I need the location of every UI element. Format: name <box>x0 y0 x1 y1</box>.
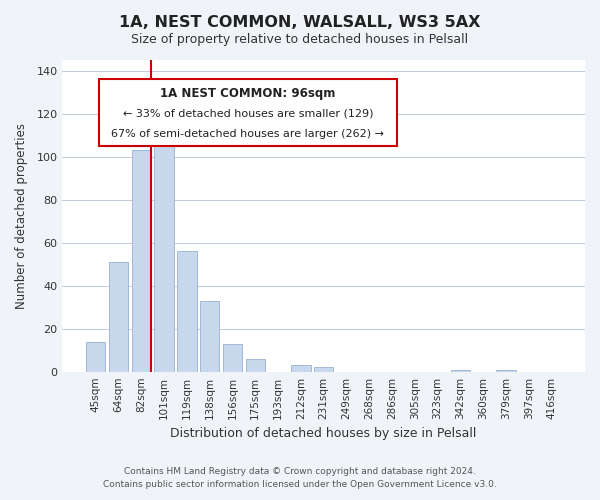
Bar <box>496 370 515 372</box>
Text: ← 33% of detached houses are smaller (129): ← 33% of detached houses are smaller (12… <box>122 108 373 118</box>
Bar <box>177 252 197 372</box>
Bar <box>154 144 174 372</box>
Bar <box>245 359 265 372</box>
X-axis label: Distribution of detached houses by size in Pelsall: Distribution of detached houses by size … <box>170 427 477 440</box>
Text: Size of property relative to detached houses in Pelsall: Size of property relative to detached ho… <box>131 32 469 46</box>
Bar <box>223 344 242 371</box>
Text: 1A, NEST COMMON, WALSALL, WS3 5AX: 1A, NEST COMMON, WALSALL, WS3 5AX <box>119 15 481 30</box>
Bar <box>200 300 220 372</box>
Bar <box>291 365 311 372</box>
Text: Contains HM Land Registry data © Crown copyright and database right 2024.
Contai: Contains HM Land Registry data © Crown c… <box>103 468 497 489</box>
Bar <box>131 150 151 372</box>
Bar <box>109 262 128 372</box>
FancyBboxPatch shape <box>99 78 397 146</box>
Text: 1A NEST COMMON: 96sqm: 1A NEST COMMON: 96sqm <box>160 87 335 100</box>
Bar <box>86 342 106 372</box>
Bar <box>451 370 470 372</box>
Y-axis label: Number of detached properties: Number of detached properties <box>15 123 28 309</box>
Bar <box>314 368 334 372</box>
Text: 67% of semi-detached houses are larger (262) →: 67% of semi-detached houses are larger (… <box>112 128 385 138</box>
